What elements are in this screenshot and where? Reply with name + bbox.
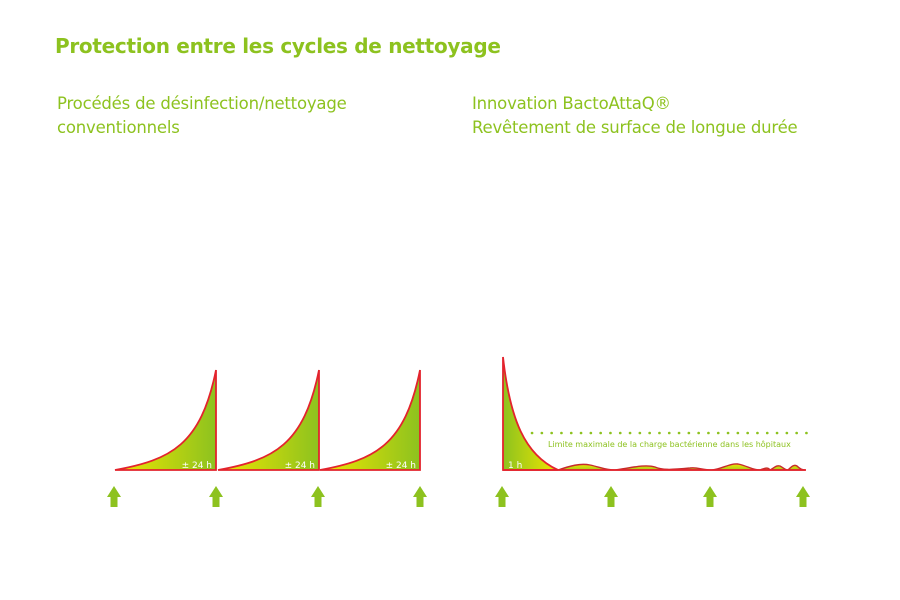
cleaning-arrow-icon <box>703 486 717 507</box>
cycle-duration-label: 1 h <box>508 461 522 471</box>
cycle-duration-label: ± 24 h <box>285 461 315 471</box>
cycle-growth-3: ± 24 h <box>319 369 421 471</box>
cleaning-arrow-icon <box>604 486 618 507</box>
growth-curve-area <box>217 369 320 471</box>
cycle-duration-label: ± 24 h <box>182 461 212 471</box>
cleaning-arrow-icon <box>107 486 121 507</box>
cleaning-arrow-icon <box>413 486 427 507</box>
growth-curve-area <box>114 369 217 471</box>
bactoattaq-heading-line2: Revêtement de surface de longue durée <box>472 118 798 137</box>
cleaning-arrow-icon <box>209 486 223 507</box>
conventional-heading-line1: Procédés de désinfection/nettoyage <box>57 94 347 113</box>
cycle-duration-label: ± 24 h <box>386 461 416 471</box>
cleaning-arrow-icon <box>311 486 325 507</box>
cleaning-arrow-icon <box>796 486 810 507</box>
cycle-growth-1: ± 24 h <box>114 369 217 471</box>
bactoattaq-heading: Innovation BactoAttaQ® Revêtement de sur… <box>472 92 798 140</box>
conventional-cycles: ± 24 h ± 24 h ± 24 h <box>114 369 421 471</box>
residual-waves <box>557 463 806 471</box>
cycle-growth-2: ± 24 h <box>217 369 320 471</box>
bactoattaq-curve: Limite maximale de la charge bactérienne… <box>502 356 810 471</box>
growth-curve-area <box>319 369 421 471</box>
conventional-heading: Procédés de désinfection/nettoyage conve… <box>57 92 347 140</box>
initial-decay-area <box>502 356 559 471</box>
bactoattaq-heading-line1: Innovation BactoAttaQ® <box>472 94 671 113</box>
conventional-heading-line2: conventionnels <box>57 118 180 137</box>
cleaning-arrows <box>107 486 810 507</box>
cleaning-arrow-icon <box>495 486 509 507</box>
max-limit-label: Limite maximale de la charge bactérienne… <box>548 439 791 449</box>
page-title: Protection entre les cycles de nettoyage <box>55 34 501 58</box>
